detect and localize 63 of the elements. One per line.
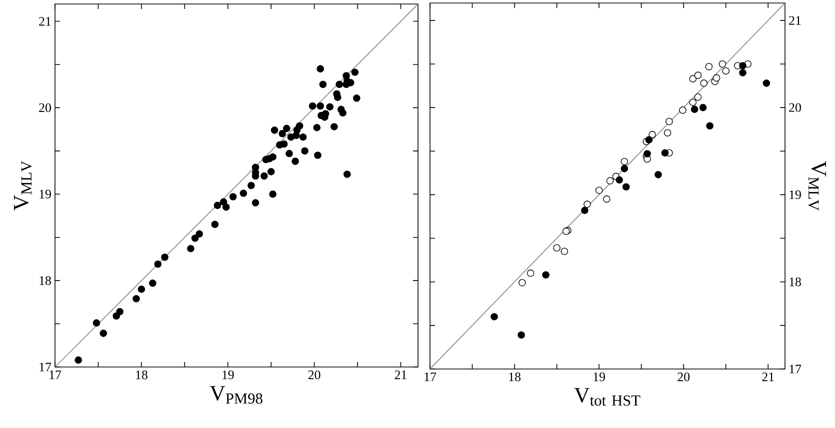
y2-axis-title: $\mathrm{V}_{\mathrm{MLV}}$: [808, 161, 826, 211]
point: [490, 313, 498, 320]
point: [689, 98, 697, 106]
point: [560, 248, 568, 256]
point: [712, 74, 720, 82]
y-tick-label: 18: [40, 276, 51, 285]
y2-tick-label: 20: [789, 103, 801, 112]
point: [694, 72, 702, 79]
x-tick-label: 17: [424, 372, 436, 382]
point: [622, 183, 630, 191]
x-tick-label: 20: [678, 372, 690, 382]
point: [739, 69, 746, 76]
point: [762, 80, 770, 87]
point: [648, 130, 656, 138]
point: [706, 122, 714, 130]
point: [553, 244, 560, 252]
point: [644, 150, 651, 158]
point: [689, 75, 697, 82]
y2-tick-label: 19: [790, 190, 801, 200]
point: [581, 206, 588, 214]
point: [526, 269, 534, 277]
point: [603, 195, 610, 203]
y-tick-label: 19: [40, 190, 51, 198]
point: [694, 93, 702, 101]
point: [690, 106, 698, 113]
x-axis-title: $\mathrm{V}_{\mathrm{PM98}}$: [210, 386, 262, 404]
point: [700, 80, 708, 87]
x-tick-label: 19: [222, 370, 234, 380]
y-tick-label: 17: [40, 362, 52, 372]
point: [584, 200, 591, 208]
point: [705, 62, 713, 70]
point: [606, 177, 614, 184]
point: [518, 331, 525, 339]
y2-tick-label: 18: [790, 277, 801, 286]
point: [664, 129, 672, 136]
x-tick-label: 18: [136, 370, 148, 380]
x-axis-title: $\mathrm{V}_{\mathrm{tot\ HST}}$: [574, 388, 640, 406]
point: [699, 104, 707, 112]
x-tick-label: 17: [50, 370, 62, 380]
point: [542, 271, 550, 279]
point: [654, 171, 662, 178]
x-tick-label: 19: [594, 372, 605, 382]
point: [620, 164, 628, 172]
y-tick-label: 20: [39, 103, 51, 112]
x-tick-label: 20: [308, 370, 320, 380]
x-tick-label: 21: [762, 372, 774, 382]
point: [518, 279, 526, 286]
x-tick-label: 18: [509, 372, 521, 382]
point: [666, 118, 673, 126]
point: [739, 62, 746, 70]
y-tick-label: 21: [39, 16, 51, 26]
point: [679, 106, 686, 114]
point: [645, 136, 653, 144]
y-axis-title: $\mathrm{V}_{\mathrm{MLV}}$: [14, 160, 32, 210]
point: [595, 186, 603, 194]
y2-tick-label: 17: [790, 364, 802, 374]
point: [718, 60, 726, 68]
point: [620, 158, 628, 166]
y2-tick-label: 21: [789, 16, 801, 25]
point: [722, 67, 730, 75]
point: [661, 149, 669, 157]
point: [616, 176, 623, 184]
x-tick-label: 21: [394, 370, 406, 380]
